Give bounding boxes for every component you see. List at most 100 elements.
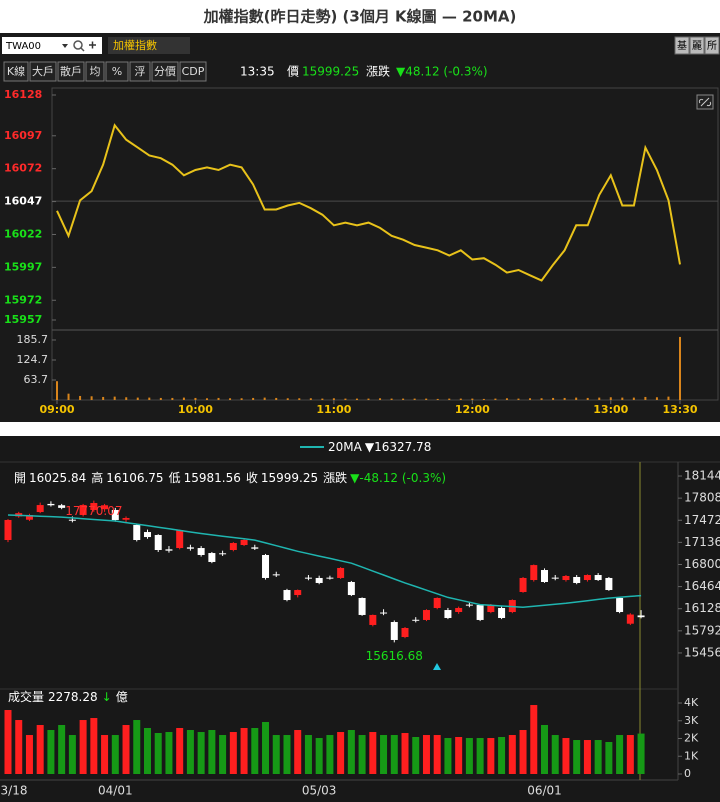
candle-body bbox=[58, 505, 66, 508]
info-value: 16025.84 bbox=[29, 471, 86, 485]
tab-button[interactable] bbox=[29, 61, 57, 82]
volume-bar bbox=[380, 735, 388, 774]
x-tick-label: 09:00 bbox=[39, 403, 74, 416]
symbol-name: 加權指數 bbox=[113, 38, 157, 52]
volume-bar bbox=[294, 730, 302, 774]
volume-bar bbox=[283, 735, 291, 774]
volume-bar bbox=[68, 735, 76, 774]
volume-bar bbox=[67, 393, 70, 400]
volume-bar bbox=[298, 398, 301, 400]
volume-bar bbox=[679, 336, 681, 400]
volume-bar bbox=[165, 732, 173, 774]
volume-bar bbox=[551, 735, 559, 774]
page-title: 加權指數(昨日走勢) (3個月 K線圖 — 20MA) bbox=[203, 8, 517, 26]
tab-button[interactable] bbox=[105, 61, 129, 82]
volume-bar bbox=[344, 398, 347, 400]
marker-triangle bbox=[433, 663, 441, 670]
candle-body bbox=[294, 590, 302, 596]
candle-body bbox=[530, 565, 538, 581]
volume-bar bbox=[655, 397, 658, 400]
volume-unit: 億 bbox=[116, 690, 128, 704]
toolbar-button[interactable] bbox=[704, 36, 720, 55]
price-label: 價 bbox=[287, 65, 299, 79]
link-icon bbox=[698, 97, 712, 107]
volume-bar bbox=[90, 396, 93, 400]
volume-bar bbox=[252, 397, 255, 400]
x-tick-label: 10:00 bbox=[178, 403, 213, 416]
x-tick-label: 04/01 bbox=[98, 784, 133, 798]
volume-bar bbox=[505, 398, 508, 400]
volume-bar bbox=[369, 732, 377, 774]
volume-bar bbox=[402, 398, 405, 400]
candle-body bbox=[283, 590, 291, 601]
change-label: 漲跌 bbox=[366, 64, 390, 79]
volume-bar bbox=[436, 398, 439, 400]
y-tick-label: 16047 bbox=[4, 195, 42, 208]
tab-button[interactable] bbox=[3, 61, 29, 82]
candle-body bbox=[101, 505, 109, 510]
candle-body bbox=[573, 576, 581, 583]
candle-body bbox=[251, 547, 259, 549]
candle-body bbox=[487, 605, 495, 613]
y-tick-label: 16464 bbox=[684, 579, 720, 593]
volume-bar bbox=[337, 732, 345, 774]
y-tick-label: 15957 bbox=[4, 313, 42, 326]
plot-frame bbox=[51, 87, 719, 401]
candle-body bbox=[90, 503, 98, 510]
add-icon[interactable] bbox=[89, 41, 96, 49]
y-tick-label: 17136 bbox=[684, 535, 720, 549]
change: ▼48.12 (-0.3%) bbox=[396, 65, 488, 79]
candle-body bbox=[616, 597, 624, 613]
toolbar-button[interactable] bbox=[689, 36, 705, 55]
volume-bar bbox=[494, 398, 497, 400]
y-tick-label: 16097 bbox=[4, 129, 42, 142]
volume-bar bbox=[573, 740, 581, 774]
candle-body bbox=[551, 577, 559, 579]
y-tick-label: 1K bbox=[684, 749, 699, 762]
toolbar-button-label: 麗 bbox=[692, 40, 702, 52]
candle-body bbox=[369, 614, 377, 625]
volume-bar bbox=[519, 730, 527, 774]
candle-body bbox=[412, 619, 420, 621]
tab-button[interactable] bbox=[179, 61, 207, 82]
tab-button[interactable] bbox=[151, 61, 179, 82]
tab-button[interactable] bbox=[85, 61, 105, 82]
y-tick-label: 15792 bbox=[684, 623, 720, 637]
tab-button[interactable] bbox=[129, 61, 151, 82]
y-tick-label: 2K bbox=[684, 732, 699, 745]
volume-bar bbox=[251, 728, 259, 774]
volume-bar bbox=[530, 705, 538, 774]
y-tick-label: 16072 bbox=[4, 162, 42, 175]
top-panel bbox=[0, 33, 720, 422]
price: 15999.25 bbox=[302, 65, 359, 79]
x-tick-label: 3/18 bbox=[1, 784, 28, 798]
y-tick-label: 15456 bbox=[684, 645, 720, 659]
dropdown-arrow[interactable] bbox=[62, 44, 68, 48]
max-label: 17770.07 bbox=[65, 504, 122, 518]
search-icon[interactable] bbox=[73, 40, 83, 50]
tab-label: 大戶 bbox=[32, 64, 54, 78]
volume-bar bbox=[182, 397, 185, 400]
x-tick-label: 05/03 bbox=[302, 784, 337, 798]
x-tick-label: 12:00 bbox=[455, 403, 490, 416]
candle-body bbox=[315, 577, 323, 583]
volume-bar bbox=[171, 397, 174, 400]
candle-body bbox=[498, 607, 506, 618]
tab-button[interactable] bbox=[57, 61, 85, 82]
volume-bar bbox=[413, 398, 416, 400]
candle-body bbox=[208, 553, 216, 562]
tab-label: 分價 bbox=[154, 64, 176, 78]
volume-bar bbox=[347, 730, 355, 774]
min-label: 15616.68 bbox=[366, 649, 423, 663]
volume-bar bbox=[508, 735, 516, 774]
y-tick-label: 18144 bbox=[684, 469, 720, 483]
volume-bar bbox=[133, 720, 141, 774]
toolbar-button[interactable] bbox=[674, 36, 690, 55]
volume-bar bbox=[433, 735, 441, 774]
volume-bar bbox=[644, 396, 647, 400]
info-label: 開 bbox=[14, 471, 26, 485]
candle-body bbox=[154, 534, 162, 551]
volume-last: 2278.28 bbox=[48, 690, 98, 704]
volume-bar bbox=[448, 398, 451, 400]
candle-body bbox=[47, 503, 55, 506]
